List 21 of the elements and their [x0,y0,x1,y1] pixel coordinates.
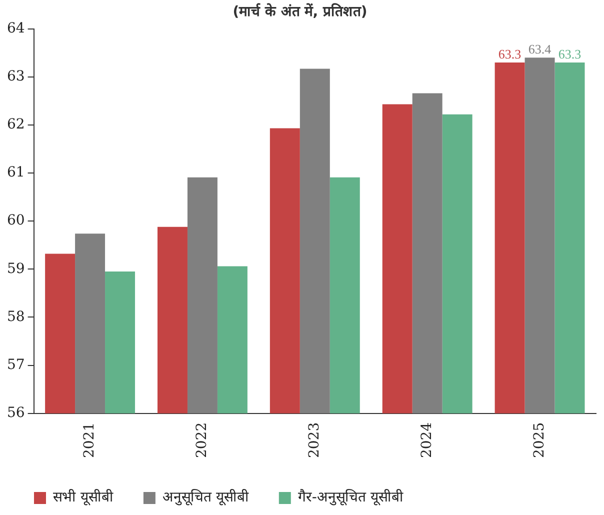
data-label: 63.3 [558,46,582,62]
legend-label: सभी यूसीबी [53,488,114,506]
x-tick-label: 2024 [418,422,435,458]
data-label: 63.4 [528,42,552,57]
y-tick-label: 64 [6,20,25,36]
x-tick-label: 2023 [306,422,323,458]
chart-subtitle: (मार्च के अंत में, प्रतिशत) [232,3,368,20]
legend-label: गैर-अनुसूचित यूसीबी [298,488,404,506]
x-tick-label: 2021 [82,422,98,458]
x-tick-label: 2022 [194,422,210,458]
y-tick-label: 56 [6,405,25,422]
y-tick-label: 62 [6,116,25,133]
y-tick-label: 58 [6,308,25,325]
data-label: 63.3 [498,46,522,62]
y-tick-label: 60 [6,212,25,229]
y-tick-label: 57 [6,356,25,373]
y-tick-label: 63 [6,68,25,85]
legend-label: अनुसूचित यूसीबी [162,488,249,506]
y-tick-label: 59 [6,260,25,277]
y-tick-label: 61 [6,164,25,181]
x-tick-label: 2025 [531,422,548,458]
